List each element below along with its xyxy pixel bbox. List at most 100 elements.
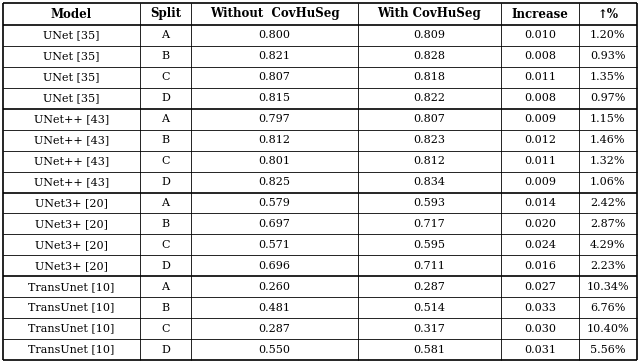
Text: TransUnet [10]: TransUnet [10] [28,323,115,334]
Text: 0.807: 0.807 [259,72,291,82]
Text: 0.593: 0.593 [413,198,445,208]
Text: TransUnet [10]: TransUnet [10] [28,282,115,292]
Text: 0.801: 0.801 [259,156,291,166]
Text: UNet [35]: UNet [35] [43,52,100,61]
Text: 0.93%: 0.93% [590,52,625,61]
Text: 0.711: 0.711 [413,261,445,271]
Text: 0.027: 0.027 [524,282,556,292]
Text: D: D [161,261,170,271]
Text: TransUnet [10]: TransUnet [10] [28,344,115,355]
Text: A: A [161,114,170,124]
Text: D: D [161,177,170,187]
Text: A: A [161,282,170,292]
Text: 5.56%: 5.56% [590,344,625,355]
Text: B: B [161,303,170,313]
Text: UNet [35]: UNet [35] [43,72,100,82]
Text: 0.014: 0.014 [524,198,556,208]
Text: UNet++ [43]: UNet++ [43] [34,135,109,145]
Text: 0.807: 0.807 [413,114,445,124]
Text: C: C [161,240,170,250]
Text: UNet++ [43]: UNet++ [43] [34,156,109,166]
Text: 0.696: 0.696 [259,261,291,271]
Text: 0.009: 0.009 [524,114,556,124]
Text: C: C [161,323,170,334]
Text: A: A [161,30,170,40]
Text: 0.697: 0.697 [259,219,291,229]
Text: 0.011: 0.011 [524,72,556,82]
Text: Without  CovHuSeg: Without CovHuSeg [210,8,339,20]
Text: 0.008: 0.008 [524,93,556,103]
Text: 0.481: 0.481 [259,303,291,313]
Text: 2.23%: 2.23% [590,261,625,271]
Text: 0.260: 0.260 [259,282,291,292]
Text: 1.46%: 1.46% [590,135,625,145]
Text: UNet++ [43]: UNet++ [43] [34,114,109,124]
Text: 1.06%: 1.06% [590,177,625,187]
Text: 0.823: 0.823 [413,135,445,145]
Text: 0.016: 0.016 [524,261,556,271]
Text: 0.97%: 0.97% [590,93,625,103]
Text: 0.812: 0.812 [259,135,291,145]
Text: 0.009: 0.009 [524,177,556,187]
Text: 0.033: 0.033 [524,303,556,313]
Text: C: C [161,156,170,166]
Text: 0.024: 0.024 [524,240,556,250]
Text: UNet3+ [20]: UNet3+ [20] [35,219,108,229]
Text: 0.581: 0.581 [413,344,445,355]
Text: 1.32%: 1.32% [590,156,625,166]
Text: 0.828: 0.828 [413,52,445,61]
Text: 0.818: 0.818 [413,72,445,82]
Text: 0.287: 0.287 [413,282,445,292]
Text: 1.35%: 1.35% [590,72,625,82]
Text: 4.29%: 4.29% [590,240,625,250]
Text: 0.550: 0.550 [259,344,291,355]
Text: UNet3+ [20]: UNet3+ [20] [35,198,108,208]
Text: UNet [35]: UNet [35] [43,93,100,103]
Text: 0.825: 0.825 [259,177,291,187]
Text: With CovHuSeg: With CovHuSeg [378,8,481,20]
Text: UNet3+ [20]: UNet3+ [20] [35,261,108,271]
Text: 0.579: 0.579 [259,198,291,208]
Text: B: B [161,52,170,61]
Text: A: A [161,198,170,208]
Text: Model: Model [51,8,92,20]
Text: Increase: Increase [511,8,568,20]
Text: 2.42%: 2.42% [590,198,625,208]
Text: 0.809: 0.809 [413,30,445,40]
Text: UNet [35]: UNet [35] [43,30,100,40]
Text: B: B [161,135,170,145]
Text: 0.717: 0.717 [413,219,445,229]
Text: 10.34%: 10.34% [586,282,629,292]
Text: 0.011: 0.011 [524,156,556,166]
Text: 0.834: 0.834 [413,177,445,187]
Text: 0.287: 0.287 [259,323,291,334]
Text: 0.815: 0.815 [259,93,291,103]
Text: Split: Split [150,8,181,20]
Text: UNet++ [43]: UNet++ [43] [34,177,109,187]
Text: 10.40%: 10.40% [586,323,629,334]
Text: 0.812: 0.812 [413,156,445,166]
Text: 0.595: 0.595 [413,240,445,250]
Text: D: D [161,344,170,355]
Text: 0.571: 0.571 [259,240,291,250]
Text: 0.800: 0.800 [259,30,291,40]
Text: 0.821: 0.821 [259,52,291,61]
Text: 1.15%: 1.15% [590,114,625,124]
Text: 0.012: 0.012 [524,135,556,145]
Text: 0.514: 0.514 [413,303,445,313]
Text: 2.87%: 2.87% [590,219,625,229]
Text: 0.010: 0.010 [524,30,556,40]
Text: ↑%: ↑% [597,8,618,20]
Text: 0.008: 0.008 [524,52,556,61]
Text: 0.031: 0.031 [524,344,556,355]
Text: B: B [161,219,170,229]
Text: 0.317: 0.317 [413,323,445,334]
Text: 0.822: 0.822 [413,93,445,103]
Text: UNet3+ [20]: UNet3+ [20] [35,240,108,250]
Text: 0.030: 0.030 [524,323,556,334]
Text: 0.020: 0.020 [524,219,556,229]
Text: 6.76%: 6.76% [590,303,625,313]
Text: D: D [161,93,170,103]
Text: 0.797: 0.797 [259,114,291,124]
Text: C: C [161,72,170,82]
